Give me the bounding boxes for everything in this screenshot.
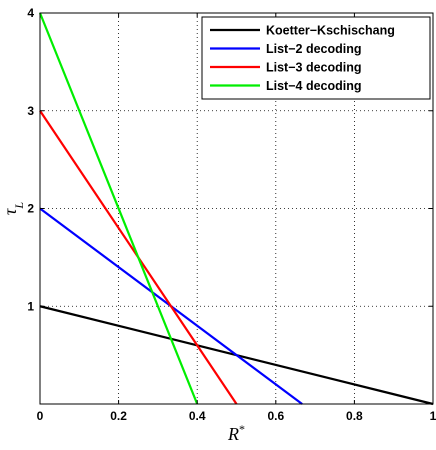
series-line-4 (38, 12, 199, 405)
x-axis-label: R* (227, 422, 245, 444)
x-tick-label-5: 1 (430, 409, 436, 423)
x-tick-label-2: 0.4 (189, 409, 206, 423)
y-axis-label-sub: L (12, 202, 26, 210)
legend-label-4: List−4 decoding (266, 79, 362, 93)
legend-label-1: Koetter−Kschischang (266, 24, 395, 38)
y-axis-label: τL (0, 202, 26, 215)
y-tick-label-1: 1 (27, 299, 34, 313)
axis-ticks: 0 0.2 0.4 0.6 0.8 1 1 2 3 4 (27, 6, 436, 423)
x-tick-label-0: 0 (37, 409, 44, 423)
legend: Koetter−Kschischang List−2 decoding List−3… (201, 16, 431, 100)
legend-label-3: List−3 decoding (266, 61, 362, 75)
axis-labels: R* τL (0, 202, 245, 444)
x-tick-label-3: 0.6 (267, 409, 284, 423)
y-tick-label-3: 3 (27, 104, 34, 118)
y-tick-label-4: 4 (27, 6, 34, 20)
series-lines (38, 12, 434, 406)
x-tick-label-4: 0.8 (346, 409, 363, 423)
x-axis-label-sup: * (239, 422, 245, 436)
grid (40, 13, 433, 404)
x-tick-label-1: 0.2 (110, 409, 127, 423)
x-axis-label-main: R (227, 424, 239, 444)
y-tick-label-2: 2 (27, 202, 34, 216)
legend-label-2: List−2 decoding (266, 42, 362, 56)
y-axis-label-main: τ (0, 208, 20, 215)
